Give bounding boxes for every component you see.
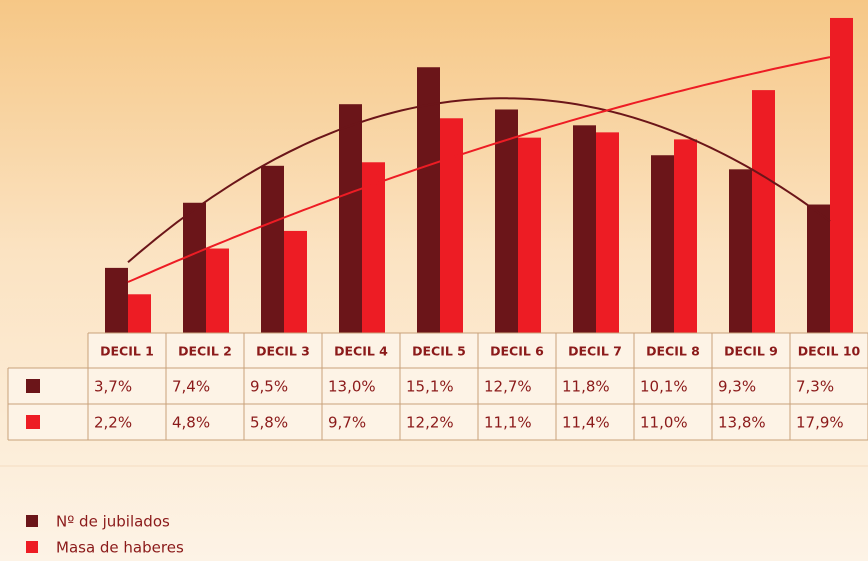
trend-line: [127, 56, 831, 283]
trend-line: [127, 97, 831, 264]
bar: [339, 104, 362, 333]
cell-value: 2,2%: [94, 414, 132, 432]
bar: [495, 109, 518, 333]
bar: [105, 267, 128, 333]
column-header: DECIL 2: [178, 344, 232, 359]
cell-value: 13,8%: [718, 414, 766, 432]
cell-value: 9,3%: [718, 378, 756, 396]
bar: [807, 204, 830, 333]
bar: [651, 155, 674, 333]
cell-value: 12,2%: [406, 414, 454, 432]
column-header: DECIL 6: [490, 344, 544, 359]
cell-value: 11,1%: [484, 414, 532, 432]
cell-value: 10,1%: [640, 378, 688, 396]
legend-swatch: [26, 541, 38, 553]
cell-value: 11,0%: [640, 414, 688, 432]
column-header: DECIL 8: [646, 344, 700, 359]
bar: [518, 137, 541, 333]
legend-swatch: [26, 515, 38, 527]
bar: [674, 139, 697, 333]
row-swatch: [26, 379, 40, 393]
cell-value: 12,7%: [484, 378, 532, 396]
cell-value: 11,8%: [562, 378, 610, 396]
bar: [362, 162, 385, 333]
cell-value: 4,8%: [172, 414, 210, 432]
cell-value: 17,9%: [796, 414, 844, 432]
bar: [752, 90, 775, 334]
legend-label: Masa de haberes: [56, 539, 184, 557]
column-header: DECIL 4: [334, 344, 388, 359]
bar: [729, 169, 752, 333]
row-swatch: [26, 415, 40, 429]
bar: [261, 165, 284, 333]
bar: [284, 230, 307, 333]
cell-value: 3,7%: [94, 378, 132, 396]
bar: [128, 294, 151, 333]
bar: [206, 248, 229, 333]
column-header: DECIL 3: [256, 344, 310, 359]
legend-label: Nº de jubilados: [56, 513, 170, 531]
column-header: DECIL 7: [568, 344, 622, 359]
column-header: DECIL 9: [724, 344, 778, 359]
cell-value: 11,4%: [562, 414, 610, 432]
cell-value: 13,0%: [328, 378, 376, 396]
bar: [183, 202, 206, 333]
column-header: DECIL 5: [412, 344, 466, 359]
bar: [417, 67, 440, 334]
bar: [573, 125, 596, 333]
column-header: DECIL 10: [798, 344, 861, 359]
cell-value: 9,5%: [250, 378, 288, 396]
bar: [596, 132, 619, 333]
cell-value: 5,8%: [250, 414, 288, 432]
bar: [830, 17, 853, 334]
column-header: DECIL 1: [100, 344, 154, 359]
cell-value: 15,1%: [406, 378, 454, 396]
cell-value: 7,4%: [172, 378, 210, 396]
cell-value: 9,7%: [328, 414, 366, 432]
bar: [440, 118, 463, 333]
cell-value: 7,3%: [796, 378, 834, 396]
